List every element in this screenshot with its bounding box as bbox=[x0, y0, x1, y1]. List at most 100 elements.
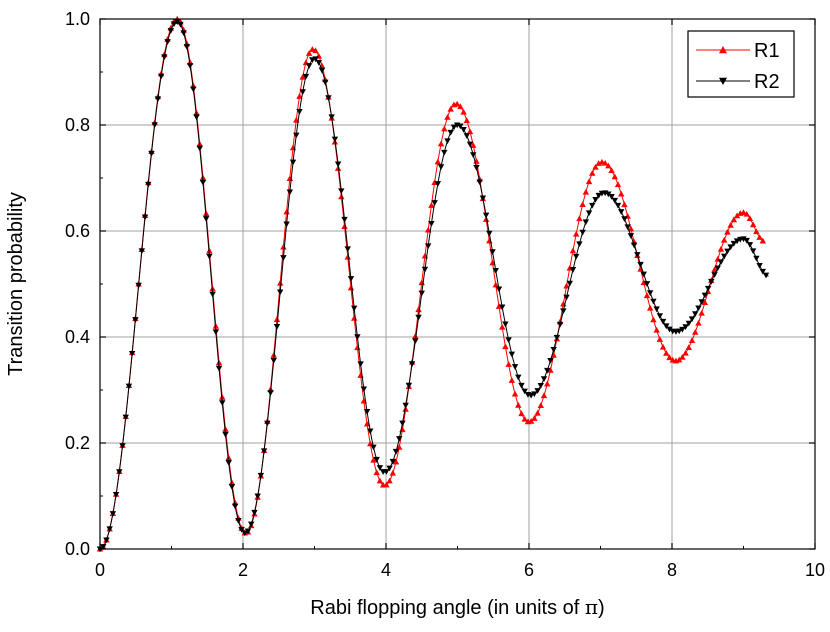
data-point bbox=[383, 469, 390, 475]
data-point bbox=[666, 354, 673, 361]
data-point bbox=[302, 73, 310, 80]
legend-marker-r2 bbox=[719, 77, 727, 85]
data-point bbox=[437, 164, 445, 170]
x-tick-label: 2 bbox=[238, 560, 248, 580]
data-point bbox=[611, 197, 618, 204]
data-point bbox=[183, 44, 191, 50]
data-point bbox=[675, 328, 683, 335]
y-tick-label: 0.4 bbox=[65, 327, 90, 347]
data-point bbox=[280, 255, 287, 261]
data-point bbox=[717, 245, 725, 252]
series-layer bbox=[96, 15, 770, 553]
data-point bbox=[663, 349, 670, 356]
data-point bbox=[312, 56, 319, 63]
data-point bbox=[350, 305, 358, 312]
data-point bbox=[659, 343, 667, 350]
data-point bbox=[376, 465, 384, 471]
data-point bbox=[138, 248, 146, 255]
data-point bbox=[125, 383, 133, 390]
data-point bbox=[714, 265, 721, 272]
legend-label-r2: R2 bbox=[754, 71, 780, 93]
data-point bbox=[640, 271, 647, 278]
data-point bbox=[180, 30, 187, 37]
data-point bbox=[730, 216, 738, 223]
data-point bbox=[531, 415, 538, 421]
data-point bbox=[579, 201, 586, 208]
data-point bbox=[470, 142, 477, 148]
data-point bbox=[582, 219, 590, 226]
data-point bbox=[743, 210, 750, 217]
data-point bbox=[457, 103, 464, 110]
data-point bbox=[544, 367, 551, 374]
data-point bbox=[579, 229, 586, 236]
data-point bbox=[196, 145, 203, 152]
data-point bbox=[585, 210, 593, 217]
data-point bbox=[148, 150, 155, 157]
data-point bbox=[701, 299, 709, 306]
data-point bbox=[589, 169, 596, 176]
data-point bbox=[128, 351, 136, 357]
data-point bbox=[370, 456, 377, 463]
data-point bbox=[634, 252, 641, 258]
data-point bbox=[276, 279, 284, 286]
data-point bbox=[347, 276, 355, 282]
data-point bbox=[119, 443, 126, 450]
data-point bbox=[666, 326, 673, 333]
data-point bbox=[402, 402, 409, 409]
data-point bbox=[251, 509, 258, 516]
data-point bbox=[537, 402, 544, 408]
data-point bbox=[608, 194, 615, 200]
data-point bbox=[659, 318, 667, 325]
data-point bbox=[437, 140, 445, 147]
data-point bbox=[231, 503, 239, 510]
data-point bbox=[338, 188, 345, 195]
data-point bbox=[109, 511, 117, 517]
legend-box bbox=[687, 30, 795, 98]
data-point bbox=[724, 248, 731, 255]
plot-area bbox=[100, 19, 815, 549]
data-point bbox=[505, 337, 512, 344]
data-point bbox=[283, 221, 290, 228]
data-point bbox=[646, 290, 654, 297]
data-point bbox=[515, 374, 522, 381]
x-axis-title: Rabi flopping angle (in units of π) bbox=[310, 595, 604, 619]
data-point bbox=[569, 247, 577, 254]
data-point bbox=[186, 63, 194, 69]
data-point bbox=[733, 212, 741, 219]
series-r2 bbox=[96, 19, 770, 553]
data-point bbox=[312, 47, 319, 54]
data-point bbox=[154, 96, 162, 103]
data-point bbox=[338, 193, 345, 200]
data-point bbox=[174, 19, 181, 25]
legend-marker-r1 bbox=[719, 46, 727, 54]
data-point bbox=[103, 537, 110, 544]
data-point bbox=[650, 316, 657, 323]
data-point bbox=[656, 313, 664, 319]
data-point bbox=[727, 222, 734, 228]
data-point bbox=[344, 246, 351, 253]
data-point bbox=[605, 162, 612, 169]
x-tick-label: 0 bbox=[95, 560, 105, 580]
y-tick-label: 0.2 bbox=[65, 433, 90, 453]
data-point bbox=[614, 202, 622, 209]
data-point bbox=[759, 237, 767, 244]
x-axis-title-symbol: π bbox=[585, 595, 598, 619]
data-point bbox=[447, 105, 454, 112]
data-point bbox=[646, 304, 654, 311]
data-point bbox=[157, 73, 165, 80]
data-point bbox=[614, 181, 622, 188]
data-point bbox=[447, 129, 454, 136]
data-point bbox=[627, 233, 635, 239]
data-point bbox=[122, 414, 129, 421]
data-point bbox=[344, 253, 351, 260]
data-point bbox=[521, 415, 528, 422]
data-point bbox=[531, 391, 538, 398]
data-point bbox=[383, 481, 390, 488]
data-point bbox=[164, 39, 171, 45]
data-point bbox=[199, 179, 207, 186]
data-point bbox=[170, 21, 178, 28]
data-point bbox=[202, 216, 210, 222]
data-point bbox=[341, 216, 348, 223]
data-point bbox=[431, 200, 438, 206]
data-point bbox=[759, 268, 767, 275]
